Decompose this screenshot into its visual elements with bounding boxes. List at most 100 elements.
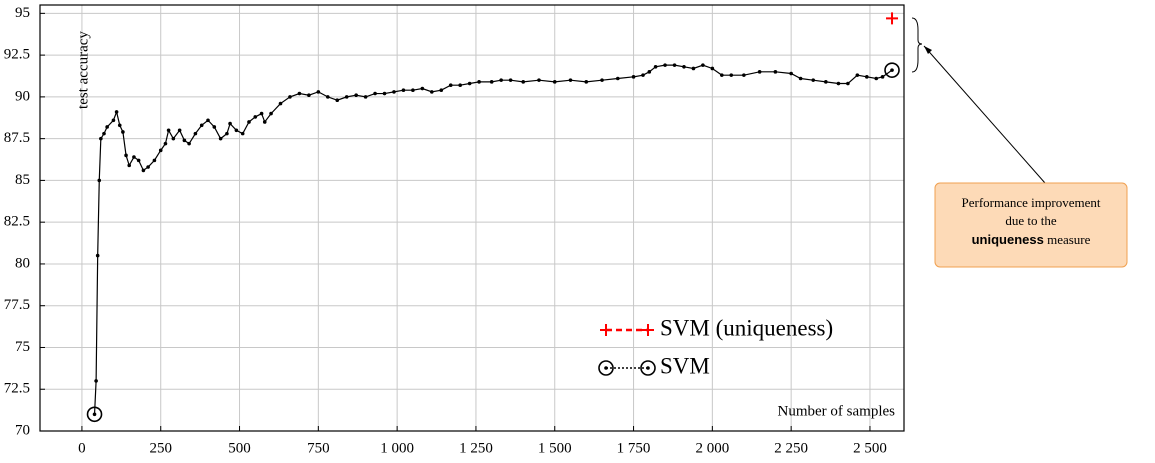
y-tick-label: 92.5: [4, 47, 30, 63]
plot-area: [86, 12, 900, 423]
point: [568, 78, 573, 82]
point: [521, 80, 526, 84]
point: [259, 111, 264, 116]
x-tick-label: 1 750: [617, 440, 651, 456]
grid: [40, 5, 904, 432]
point: [206, 118, 210, 123]
y-tick-label: 72.5: [4, 381, 30, 397]
point: [124, 153, 128, 158]
point: [811, 78, 816, 82]
point: [117, 123, 122, 128]
point: [411, 88, 415, 92]
point: [141, 168, 146, 173]
point: [458, 83, 462, 87]
annotation-suffix: measure: [1047, 232, 1091, 247]
point: [552, 80, 557, 84]
point: [631, 75, 636, 79]
point: [335, 98, 340, 103]
point: [218, 136, 223, 141]
point: [584, 80, 589, 84]
legend-label: SVM (uniqueness): [660, 315, 833, 340]
point: [600, 78, 604, 82]
point: [228, 121, 232, 126]
point: [663, 63, 667, 67]
point: [187, 141, 191, 146]
point: [742, 73, 746, 77]
point: [240, 131, 245, 136]
point: [729, 73, 734, 77]
x-tick-label: 750: [307, 440, 330, 456]
y-tick-label: 82.5: [4, 214, 30, 230]
plus-shape: [642, 324, 654, 336]
legend-ring: [598, 360, 614, 376]
point: [182, 138, 187, 143]
y-tick-label: 77.5: [4, 297, 30, 313]
point: [647, 70, 652, 74]
x-tick-label: 250: [149, 440, 172, 456]
point: [158, 148, 163, 153]
point: [105, 125, 109, 129]
point: [132, 155, 136, 159]
point: [890, 68, 894, 72]
point: [757, 70, 762, 74]
y-tick-label: 95: [15, 5, 30, 21]
plus-marker: [600, 324, 612, 336]
point: [615, 76, 620, 81]
legend-dot: [646, 366, 650, 370]
point: [489, 80, 494, 84]
point: [111, 118, 116, 123]
point: [193, 131, 198, 136]
point: [836, 81, 841, 86]
x-tick-label: 1 500: [538, 440, 572, 456]
point: [672, 63, 677, 67]
point: [121, 130, 125, 134]
point: [701, 63, 705, 67]
arrow: [923, 45, 1046, 184]
plus-marker: [886, 12, 899, 25]
annotation-line: due to the: [1005, 213, 1056, 228]
point: [477, 80, 481, 84]
x-tick-label: 0: [78, 440, 86, 456]
point: [789, 71, 793, 76]
legend: SVM (uniqueness) SVM: [598, 315, 833, 378]
point: [499, 78, 503, 82]
x-tick-label: 1 000: [380, 440, 414, 456]
point: [163, 141, 168, 146]
point: [146, 165, 150, 169]
point: [363, 95, 368, 99]
point: [641, 73, 645, 77]
point: [710, 66, 715, 71]
point: [401, 88, 406, 92]
point: [269, 111, 273, 116]
y-tick-label: 80: [15, 255, 30, 271]
point: [102, 131, 106, 136]
point: [171, 136, 176, 141]
point: [439, 88, 444, 92]
point: [297, 91, 302, 96]
point: [382, 91, 387, 96]
point: [537, 78, 541, 82]
point: [344, 95, 349, 99]
point: [682, 65, 686, 69]
point: [92, 412, 97, 417]
point: [798, 76, 803, 81]
point: [773, 70, 778, 74]
plus-shape: [886, 12, 899, 25]
y-tick-label: 75: [15, 339, 30, 355]
point: [420, 86, 425, 91]
legend-label: SVM: [660, 353, 710, 378]
point: [212, 125, 217, 129]
annotation-box: [934, 182, 1128, 268]
marker-ring: [884, 62, 900, 78]
point: [448, 83, 453, 87]
point: [199, 123, 204, 128]
point: [325, 95, 330, 99]
x-tick-label: 500: [228, 440, 251, 456]
plus-marker: [642, 324, 654, 336]
point: [508, 78, 513, 82]
point: [253, 115, 258, 119]
point: [152, 158, 157, 163]
legend-dot: [604, 366, 608, 370]
point: [225, 131, 229, 136]
point: [720, 73, 724, 77]
